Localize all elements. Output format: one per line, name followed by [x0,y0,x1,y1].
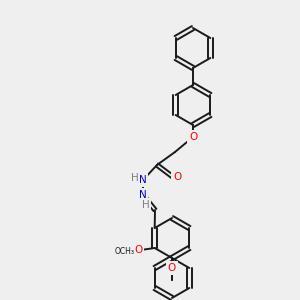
Text: N: N [139,190,147,200]
Text: H: H [142,200,150,210]
Text: O: O [168,263,176,273]
Text: H: H [142,200,150,210]
Text: N: N [139,190,147,200]
Text: H: H [131,173,139,183]
Text: O: O [168,263,176,273]
Text: CH₃: CH₃ [117,247,132,256]
Text: O: O [189,132,197,142]
Text: O: O [173,172,181,182]
Text: N: N [139,175,147,185]
Text: H: H [131,173,139,183]
Text: O: O [135,245,143,255]
Text: O: O [135,245,143,255]
Text: OCH₃: OCH₃ [115,247,135,256]
Text: O: O [189,132,197,142]
Text: O: O [173,172,181,182]
Text: N: N [139,175,147,185]
